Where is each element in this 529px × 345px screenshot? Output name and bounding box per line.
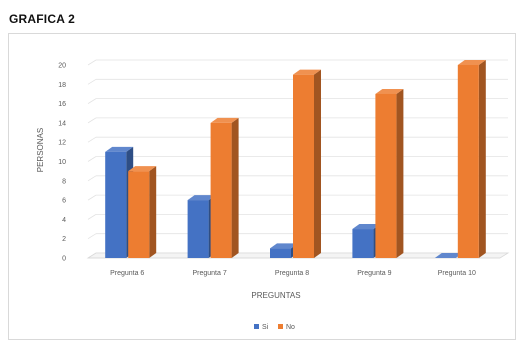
y-tick-label: 20 [58,63,66,70]
y-tick-label: 6 [62,198,66,205]
bar-top [375,88,404,94]
chart-bars [105,60,486,259]
y-axis-title: PERSONAS [36,128,45,172]
y-tick-label: 18 [58,82,66,89]
gridline-side [87,59,97,66]
y-tick-label: 8 [62,178,66,185]
gridline-side [87,136,97,143]
legend-label: No [286,324,295,331]
bar-front [210,122,232,259]
bar [434,253,463,258]
gridline-side [87,194,97,201]
gridline-side [87,233,97,240]
bar-top [270,243,298,249]
bar-side [314,69,321,259]
bar-front [270,248,291,258]
bar-side [396,88,404,258]
y-tick-label: 14 [58,120,66,127]
legend-swatch [254,324,259,329]
x-tick-label: Pregunta 8 [275,270,309,277]
x-tick-label: Pregunta 10 [438,270,476,277]
gridline-side [87,78,97,85]
bar-front [187,200,209,258]
bar-front [105,151,127,258]
bar-side [149,166,157,258]
bar [293,69,321,259]
legend-label: Si [262,324,269,331]
gridline-side [87,214,97,220]
bar-side [478,60,486,258]
bar [210,117,239,259]
chart-labels: 0 2 4 6 8 10 12 14 16 18 20 Pregunta 6 Pregunta 7 Pre… [36,63,476,301]
bar-top [457,60,486,65]
gridline-side [87,98,97,104]
x-tick-label: Pregunta 7 [192,270,226,277]
y-tick-label: 16 [58,101,66,108]
bar [128,166,157,258]
y-tick-label: 12 [58,140,66,147]
gridline-side [87,175,97,182]
bar [375,88,404,258]
bar-top [128,166,157,172]
y-tick-label: 4 [62,217,66,224]
y-tick-label: 10 [58,159,66,166]
chart-frame [8,33,516,340]
bar-front [375,93,397,258]
bar-top [105,146,134,152]
y-tick-label: 0 [62,256,66,263]
bar [457,60,486,258]
bar-top [352,224,381,230]
bar-front [293,74,314,259]
bar-side [231,117,239,259]
page-title: GRAFICA 2 [9,12,76,26]
legend-swatch [278,324,283,329]
bar-top [187,195,216,201]
bar-top [293,69,321,75]
y-tick-label: 2 [62,236,66,243]
bar-front [457,65,479,258]
x-axis-title: PREGUNTAS [251,291,300,300]
gridline-side [87,117,97,124]
chart-legend: Si No [254,324,295,331]
bar-front [352,229,374,258]
gridline-side [87,156,97,162]
bar-top [210,117,239,123]
bar-top [434,253,463,258]
bar-front [128,171,150,258]
x-tick-label: Pregunta 6 [110,270,144,277]
x-tick-label: Pregunta 9 [357,270,391,277]
